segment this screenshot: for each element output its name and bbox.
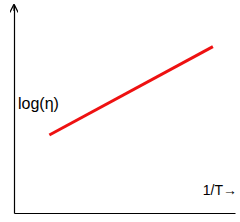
x-axis-line xyxy=(15,213,236,214)
chart: log(η) 1/T→ xyxy=(0,0,240,222)
data-line xyxy=(49,47,213,135)
y-axis-line xyxy=(14,6,15,214)
marks xyxy=(49,47,213,135)
x-axis xyxy=(15,213,236,214)
x-axis-title: 1/T→ xyxy=(203,182,237,198)
y-axis-title: log(η) xyxy=(18,95,59,112)
y-axis-arrow xyxy=(13,5,14,11)
y-axis xyxy=(14,6,15,214)
